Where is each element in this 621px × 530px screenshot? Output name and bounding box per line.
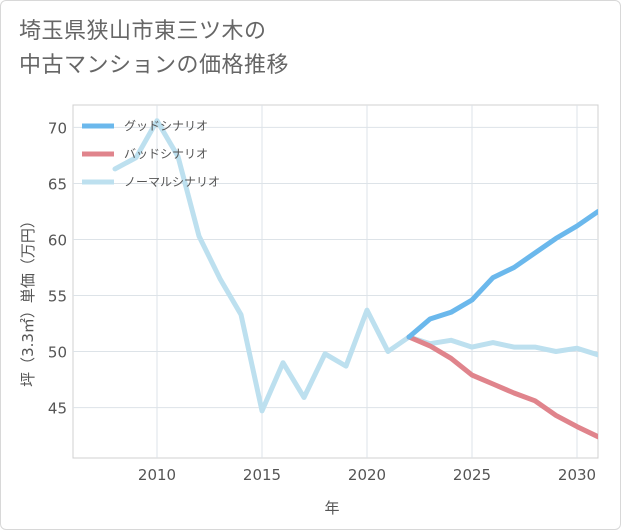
y-tick-label: 60 — [48, 231, 67, 249]
legend-item: ノーマルシナリオ — [82, 175, 220, 189]
chart-title-line-2: 中古マンションの価格推移 — [19, 53, 290, 78]
legend-label: ノーマルシナリオ — [124, 175, 220, 189]
y-tick-labels: 45 50 55 60 65 70 — [48, 119, 67, 417]
y-tick-label: 45 — [48, 400, 67, 418]
chart-title: 埼玉県狭山市東三ツ木の 中古マンションの価格推移 — [19, 15, 289, 83]
legend-item: グッドシナリオ — [82, 119, 208, 133]
x-tick-label: 2025 — [453, 466, 491, 484]
y-tick-label: 65 — [48, 175, 67, 193]
x-tick-label: 2030 — [558, 466, 596, 484]
x-tick-label: 2020 — [348, 466, 386, 484]
series-lines — [112, 118, 598, 440]
y-tick-label: 70 — [48, 119, 67, 137]
legend-label: バッドシナリオ — [124, 147, 208, 161]
series-line-bad — [406, 334, 598, 440]
plot-area — [72, 104, 599, 459]
grid-lines — [73, 105, 598, 458]
x-tick-label: 2010 — [138, 466, 176, 484]
x-axis-label: 年 — [324, 499, 339, 517]
x-tick-labels: 2010 2015 2020 2025 2030 — [138, 466, 596, 484]
series-line-good — [406, 209, 598, 340]
legend-item: バッドシナリオ — [82, 147, 208, 161]
legend-label: グッドシナリオ — [124, 119, 208, 133]
y-tick-label: 55 — [48, 288, 67, 306]
y-axis-label: 坪（3.3㎡）単価（万円） — [19, 213, 37, 387]
series-line-normal — [112, 118, 598, 414]
chart-title-line-1: 埼玉県狭山市東三ツ木の — [19, 19, 267, 44]
y-tick-label: 50 — [48, 344, 67, 362]
x-tick-label: 2015 — [243, 466, 281, 484]
